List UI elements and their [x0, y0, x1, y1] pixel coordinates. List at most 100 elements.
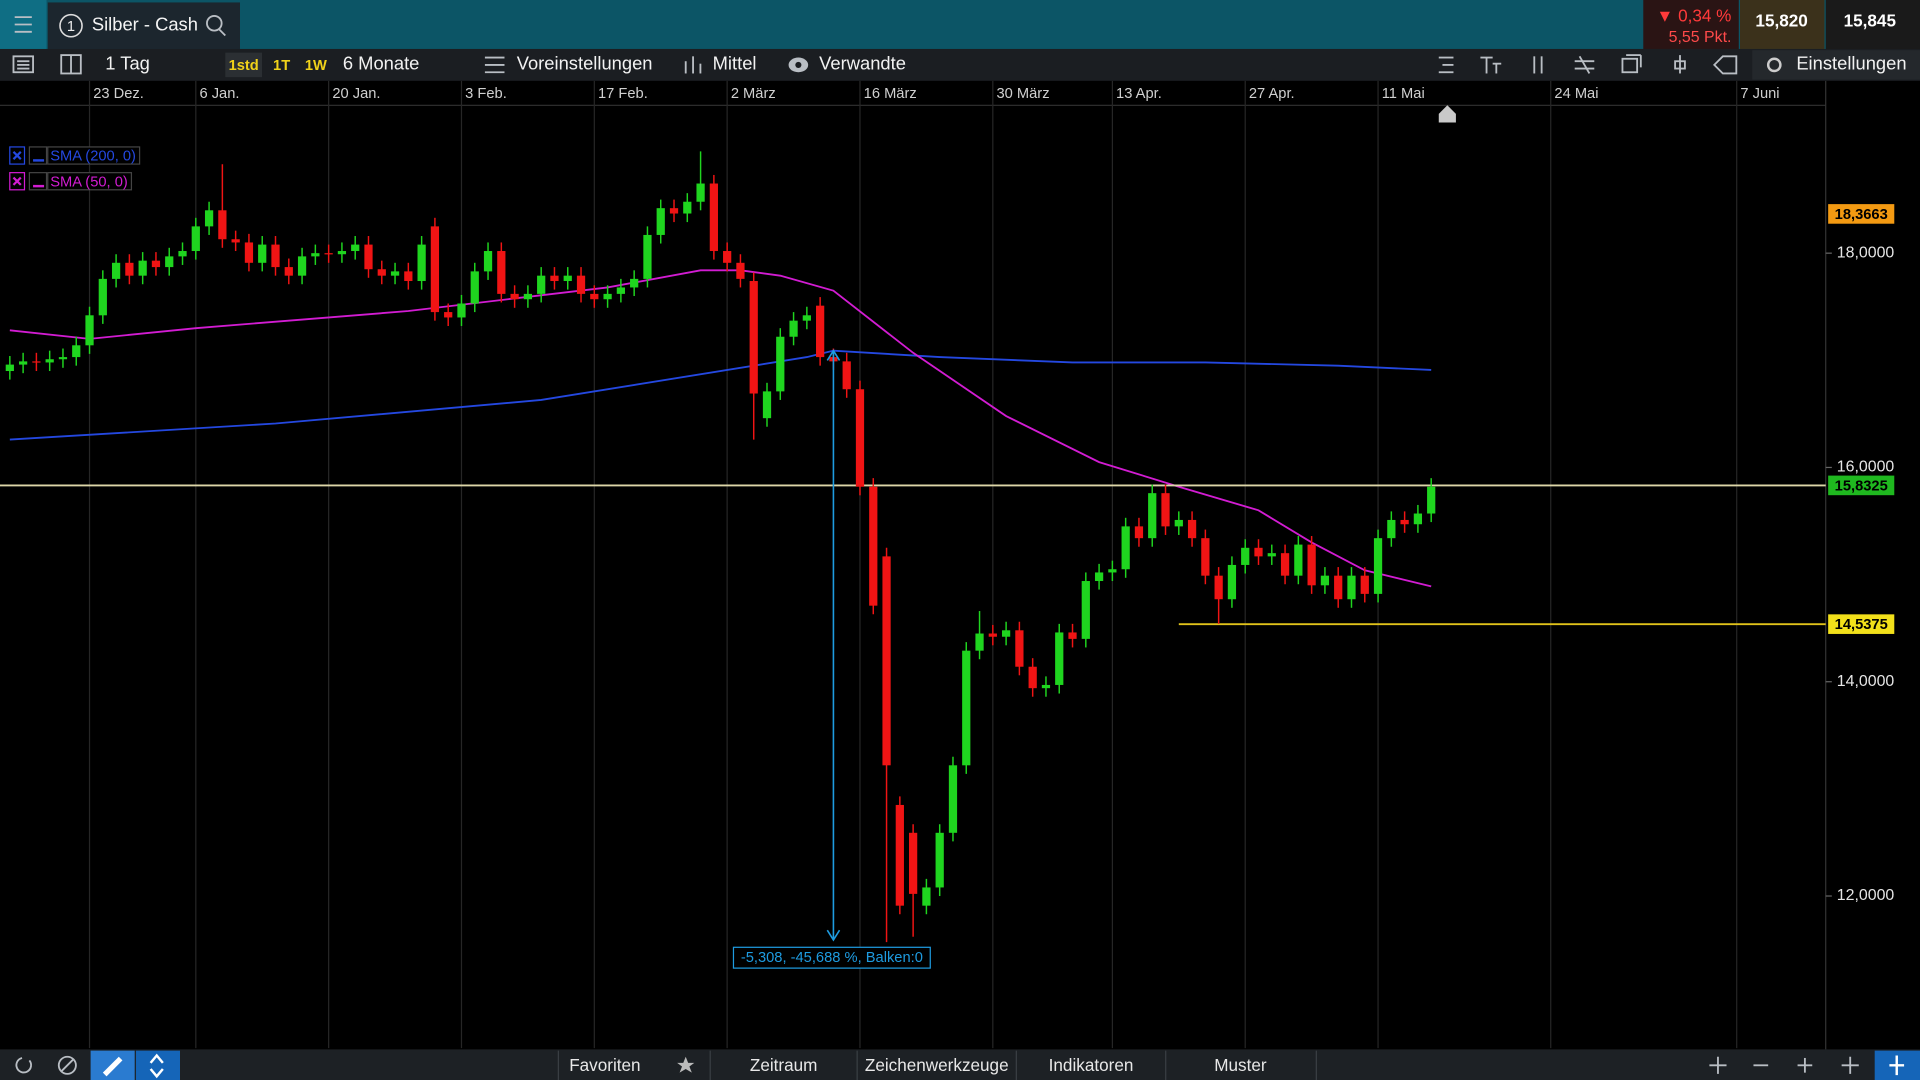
candle-body	[165, 256, 174, 268]
star-icon[interactable]	[677, 1056, 695, 1073]
instrument-badge	[59, 13, 83, 38]
period-button[interactable]: Zeitraum	[750, 1055, 818, 1075]
toolbar	[0, 48, 1920, 81]
legend-box	[47, 172, 133, 191]
candle-body	[909, 832, 918, 894]
candle-body	[1108, 569, 1117, 573]
candle-body	[935, 832, 944, 888]
range-select[interactable]: 6 Monate	[343, 53, 420, 74]
change-points: 5,55 Pkt.	[1669, 29, 1732, 46]
x-tick-label: 3 Feb.	[465, 86, 507, 102]
price-label-box	[1828, 204, 1895, 224]
candle-body	[258, 244, 267, 263]
candle-body	[111, 262, 121, 279]
candle-body	[1320, 575, 1330, 586]
instrument-name[interactable]: Silber - Cash	[92, 14, 198, 35]
candle-body	[1134, 526, 1144, 539]
instrument-number: 1	[67, 19, 75, 35]
y-tick-label: 14,0000	[1837, 673, 1895, 690]
sma-line	[9, 269, 1432, 588]
candle-body	[1201, 538, 1210, 576]
candle-body	[1294, 544, 1303, 576]
candle-body	[1015, 630, 1024, 667]
quick-interval[interactable]: 1T	[273, 58, 290, 74]
bid-price[interactable]: 15,820	[1755, 11, 1807, 31]
candle-body	[311, 253, 320, 257]
quick-interval[interactable]: 1std	[229, 58, 259, 74]
candle-body	[1001, 630, 1011, 637]
settings-icon[interactable]	[1766, 57, 1782, 73]
candle-body	[125, 262, 134, 276]
candle-body	[1068, 632, 1077, 639]
candle-body	[72, 345, 81, 358]
legend-label: SMA (200, 0)	[50, 149, 136, 165]
y-tick-label: 16,0000	[1837, 459, 1895, 476]
candle-body	[855, 389, 865, 487]
bid-box[interactable]	[1740, 0, 1825, 49]
candle-body	[1413, 513, 1423, 525]
candle-body	[151, 260, 161, 268]
price-label: 18,3663	[1835, 207, 1888, 223]
settings-button[interactable]: Einstellungen	[1796, 53, 1906, 74]
candle-body	[1427, 486, 1436, 514]
ask-box[interactable]	[1825, 0, 1920, 49]
y-tick-label: 18,0000	[1837, 244, 1895, 261]
candle-body	[58, 357, 68, 360]
drawing-tools-button[interactable]: Zeichenwerkzeuge	[865, 1055, 1009, 1075]
candle-body	[975, 633, 984, 651]
candle-body	[404, 271, 413, 282]
bottom-left-icons[interactable]	[15, 1055, 77, 1075]
favorites-button[interactable]: Favoriten	[569, 1055, 640, 1075]
candle-body	[1267, 553, 1276, 557]
candle-body	[736, 262, 745, 279]
candle-body	[1055, 632, 1064, 685]
candle-body	[962, 650, 971, 766]
candle-body	[948, 765, 958, 833]
y-tick-label: 12,0000	[1837, 887, 1895, 904]
related-icon[interactable]	[788, 57, 809, 73]
sma-line	[9, 349, 1432, 441]
legend-label: SMA (50, 0)	[50, 174, 128, 190]
candle-body	[231, 239, 240, 243]
x-tick-label: 13 Apr.	[1116, 86, 1162, 102]
candle-body	[351, 244, 360, 252]
related-button[interactable]: Verwandte	[819, 53, 906, 74]
quick-interval[interactable]: 1W	[305, 58, 327, 74]
candle-body	[1174, 519, 1183, 527]
pencil-icon	[102, 1056, 123, 1077]
candle-body	[1334, 575, 1343, 600]
candle-body	[550, 275, 559, 282]
candle-body	[895, 804, 904, 906]
chart-style-button[interactable]: Mittel	[713, 53, 757, 74]
candle-body	[1400, 519, 1409, 525]
candle-body	[497, 251, 506, 294]
x-tick-label: 24 Mai	[1554, 86, 1598, 102]
x-tick-label: 30 März	[996, 86, 1049, 102]
layout-icon[interactable]	[60, 54, 82, 75]
presets-icon[interactable]	[484, 56, 505, 74]
price-label: 14,5375	[1835, 617, 1888, 633]
x-tick-label: 16 März	[864, 86, 917, 102]
list-icon[interactable]	[12, 55, 34, 74]
candle-body	[1241, 547, 1250, 565]
measure-arrowhead	[826, 349, 841, 942]
search-icon[interactable]	[206, 15, 226, 37]
candle-body	[776, 336, 785, 392]
indicators-button[interactable]: Indikatoren	[1049, 1055, 1134, 1075]
price-label: 15,8325	[1835, 478, 1888, 494]
plot-area: 23 Dez. 6 Jan. 20 Jan. 3 Feb. 17 Feb. 2 März 1…	[0, 80, 1895, 1049]
candle-body	[32, 361, 41, 363]
zoom-icons[interactable]	[1709, 1056, 1859, 1074]
candle-body	[789, 320, 798, 337]
interval-select[interactable]: 1 Tag	[105, 53, 150, 74]
candle-body	[816, 305, 825, 358]
ask-price[interactable]: 15,845	[1844, 11, 1897, 31]
candle-body	[882, 556, 891, 766]
candle-body	[643, 234, 652, 279]
candle-body	[324, 253, 333, 255]
patterns-button[interactable]: Muster	[1214, 1055, 1267, 1075]
price-label-box	[1828, 614, 1895, 634]
presets-button[interactable]: Voreinstellungen	[517, 53, 653, 74]
candle-body	[1280, 553, 1290, 576]
style-icon[interactable]	[684, 56, 702, 74]
